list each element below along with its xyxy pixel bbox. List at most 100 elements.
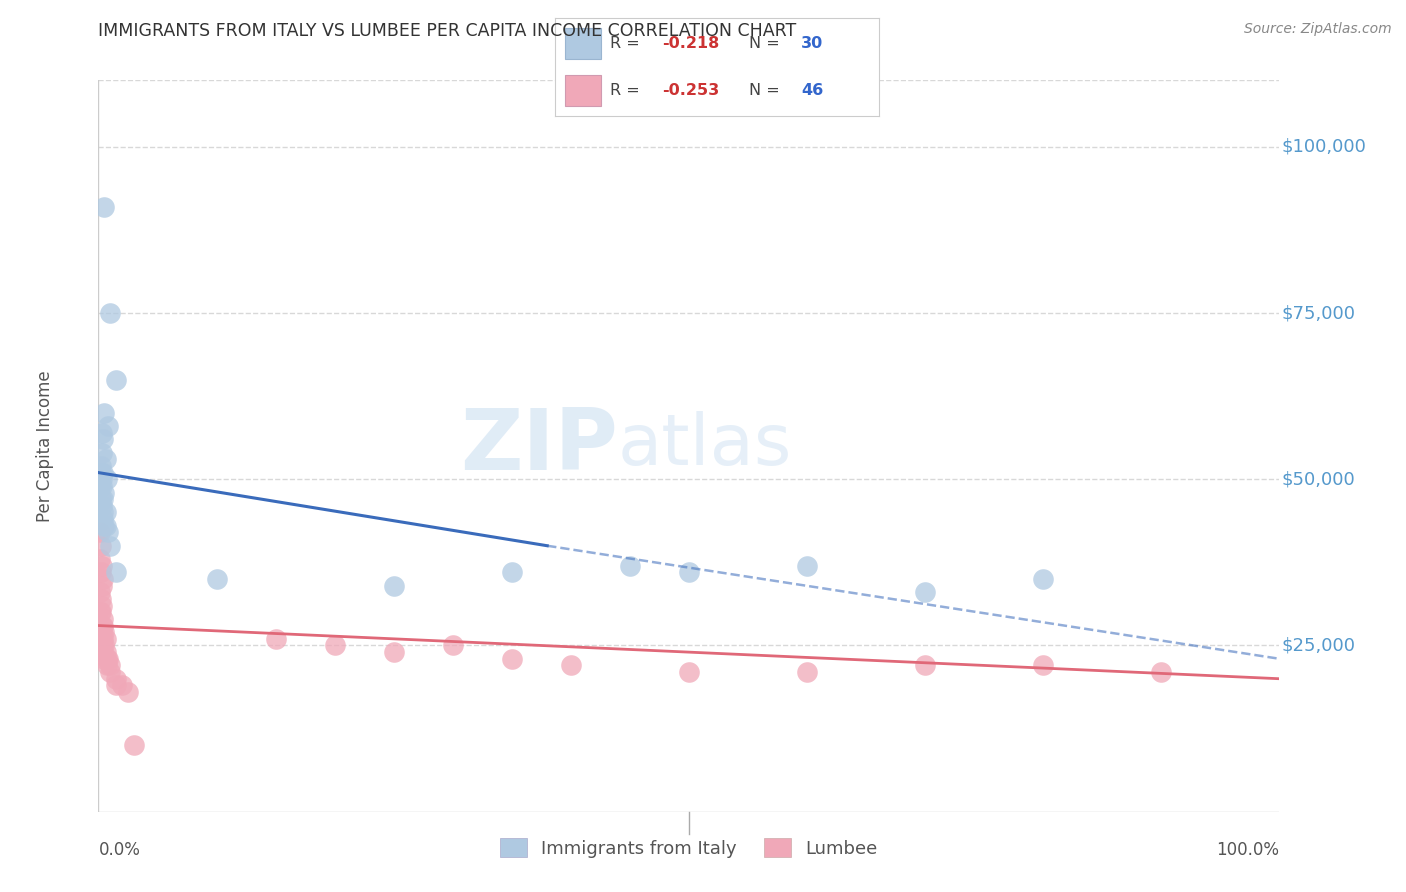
Point bbox=[122, 738, 145, 752]
Point bbox=[97, 652, 120, 666]
Point bbox=[93, 625, 115, 640]
Point bbox=[91, 579, 114, 593]
Point bbox=[90, 591, 112, 606]
Point bbox=[97, 525, 120, 540]
Text: $100,000: $100,000 bbox=[1282, 137, 1367, 156]
Point bbox=[94, 645, 117, 659]
Text: 100.0%: 100.0% bbox=[1216, 841, 1279, 859]
Point bbox=[91, 618, 114, 632]
Point bbox=[91, 572, 114, 586]
Text: 46: 46 bbox=[801, 83, 824, 98]
FancyBboxPatch shape bbox=[565, 28, 600, 59]
Point bbox=[93, 652, 115, 666]
Point bbox=[89, 585, 111, 599]
Text: IMMIGRANTS FROM ITALY VS LUMBEE PER CAPITA INCOME CORRELATION CHART: IMMIGRANTS FROM ITALY VS LUMBEE PER CAPI… bbox=[98, 22, 797, 40]
Text: -0.253: -0.253 bbox=[662, 83, 720, 98]
Point bbox=[90, 605, 112, 619]
Point bbox=[91, 472, 114, 486]
Point bbox=[93, 406, 115, 420]
Point bbox=[91, 425, 114, 440]
Point bbox=[98, 658, 121, 673]
Point bbox=[678, 566, 700, 580]
Point bbox=[93, 485, 115, 500]
Point bbox=[96, 658, 118, 673]
Point bbox=[91, 506, 114, 520]
Point bbox=[1150, 665, 1173, 679]
Point bbox=[94, 452, 117, 467]
Point bbox=[90, 492, 112, 507]
Point bbox=[91, 499, 114, 513]
Point bbox=[205, 572, 228, 586]
Text: -0.218: -0.218 bbox=[662, 36, 720, 51]
Point bbox=[93, 200, 115, 214]
Point bbox=[89, 552, 111, 566]
Point bbox=[90, 466, 112, 480]
Point bbox=[94, 632, 117, 646]
Point bbox=[89, 605, 111, 619]
Point bbox=[91, 645, 114, 659]
Text: $50,000: $50,000 bbox=[1282, 470, 1355, 488]
Point bbox=[98, 665, 121, 679]
Point bbox=[1032, 572, 1054, 586]
Point bbox=[89, 479, 111, 493]
Point bbox=[382, 645, 405, 659]
Point bbox=[501, 566, 523, 580]
Text: N =: N = bbox=[749, 36, 786, 51]
Point bbox=[90, 539, 112, 553]
Point bbox=[94, 506, 117, 520]
Point bbox=[619, 558, 641, 573]
Point bbox=[117, 685, 139, 699]
Point bbox=[98, 539, 121, 553]
Point bbox=[90, 625, 112, 640]
Point bbox=[105, 678, 128, 692]
Point bbox=[98, 306, 121, 320]
Text: 30: 30 bbox=[801, 36, 824, 51]
Text: ZIP: ZIP bbox=[460, 404, 619, 488]
Point bbox=[264, 632, 287, 646]
Point bbox=[111, 678, 134, 692]
Point bbox=[105, 566, 128, 580]
Point bbox=[93, 639, 115, 653]
Point bbox=[91, 479, 114, 493]
Point bbox=[678, 665, 700, 679]
Point bbox=[91, 632, 114, 646]
Text: Per Capita Income: Per Capita Income bbox=[37, 370, 55, 522]
Text: R =: R = bbox=[610, 83, 645, 98]
Point bbox=[90, 566, 112, 580]
Point bbox=[796, 665, 818, 679]
Point bbox=[91, 512, 114, 526]
Point bbox=[91, 618, 114, 632]
Point bbox=[89, 472, 111, 486]
Point bbox=[96, 652, 118, 666]
Text: $75,000: $75,000 bbox=[1282, 304, 1355, 322]
Point bbox=[105, 372, 128, 386]
Point bbox=[105, 672, 128, 686]
Point bbox=[97, 419, 120, 434]
Point bbox=[914, 585, 936, 599]
Legend: Immigrants from Italy, Lumbee: Immigrants from Italy, Lumbee bbox=[492, 831, 886, 865]
Point bbox=[501, 652, 523, 666]
Point bbox=[91, 433, 114, 447]
Text: R =: R = bbox=[610, 36, 645, 51]
Point bbox=[91, 612, 114, 626]
Point bbox=[90, 458, 112, 473]
Point bbox=[382, 579, 405, 593]
Point bbox=[91, 466, 114, 480]
Point bbox=[96, 472, 118, 486]
FancyBboxPatch shape bbox=[565, 75, 600, 106]
Point bbox=[91, 492, 114, 507]
Point bbox=[560, 658, 582, 673]
Point bbox=[323, 639, 346, 653]
Text: 0.0%: 0.0% bbox=[98, 841, 141, 859]
Point bbox=[914, 658, 936, 673]
Point bbox=[796, 558, 818, 573]
Text: $25,000: $25,000 bbox=[1282, 637, 1355, 655]
Point bbox=[89, 525, 111, 540]
Text: atlas: atlas bbox=[619, 411, 793, 481]
Point bbox=[91, 445, 114, 459]
Point bbox=[91, 639, 114, 653]
Point bbox=[93, 518, 115, 533]
Point bbox=[91, 558, 114, 573]
Text: Source: ZipAtlas.com: Source: ZipAtlas.com bbox=[1244, 22, 1392, 37]
Text: N =: N = bbox=[749, 83, 786, 98]
